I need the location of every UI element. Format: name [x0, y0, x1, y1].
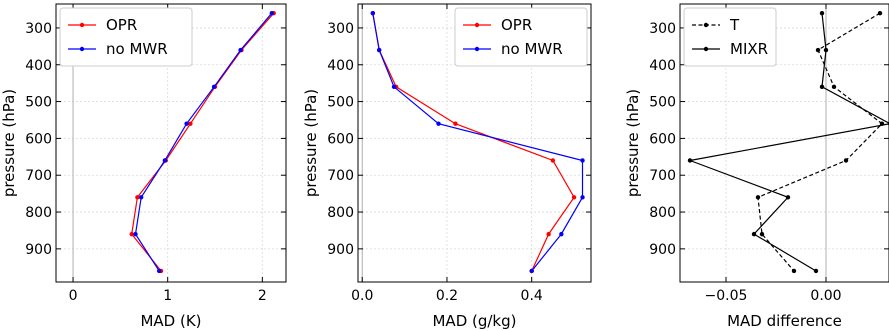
legend-marker	[79, 46, 85, 52]
series-line-t	[757, 12, 883, 272]
y-axis-label: pressure (hPa)	[302, 89, 320, 197]
data-point	[819, 11, 825, 16]
data-point	[559, 231, 564, 237]
data-point	[571, 195, 577, 200]
y-tick-label: 900	[649, 242, 676, 258]
series-line-opr	[131, 12, 275, 272]
legend-marker	[474, 22, 480, 28]
data-point	[546, 231, 551, 237]
y-tick-label: 400	[327, 58, 354, 74]
data-point	[129, 231, 134, 237]
y-tick-label: 800	[25, 205, 52, 221]
panel-mad-difference: 300 400 500 600 700 800 900 −0.05 0.00 MAD differ…	[624, 3, 889, 330]
y-tick-label: 300	[649, 21, 676, 37]
legend-box	[59, 7, 193, 67]
data-point	[877, 11, 883, 16]
series-line-mixr	[687, 13, 889, 272]
y-axis-label: pressure (hPa)	[624, 89, 642, 197]
y-tick-label: 300	[25, 21, 52, 37]
legend-marker	[474, 46, 480, 52]
y-tick-label: 900	[25, 242, 52, 258]
legend-box	[454, 7, 588, 67]
data-point	[211, 84, 217, 90]
panel-mixing-ratio-mad: 300 400 500 600 700 800 900 0.0 0.2 0.4 MAD (g/kg)…	[302, 3, 592, 330]
data-point	[436, 121, 441, 126]
x-tick-label: −0.05	[705, 288, 748, 304]
y-tick-label: 700	[25, 168, 52, 184]
x-tick-label: 0.00	[810, 288, 841, 304]
plot-frame	[55, 3, 287, 283]
data-point	[831, 84, 837, 90]
y-tick-label: 400	[649, 58, 676, 74]
y-tick-label: 400	[25, 58, 52, 74]
data-point	[687, 158, 693, 163]
data-point	[819, 84, 825, 90]
legend-label: MIXR	[730, 40, 768, 58]
data-point	[823, 47, 829, 53]
x-axis-label: MAD (g/kg)	[432, 312, 516, 330]
data-point	[370, 11, 376, 16]
series-line-no-mwr	[372, 13, 584, 272]
legend-label: OPR	[106, 16, 137, 34]
x-tick-label: 0.0	[351, 288, 373, 304]
legend-marker	[703, 22, 709, 28]
legend-box	[683, 7, 777, 67]
legend-marker	[79, 22, 85, 28]
data-point	[785, 195, 791, 200]
y-tick-label: 700	[649, 168, 676, 184]
legend-label: no MWR	[106, 40, 168, 58]
data-point	[755, 195, 761, 200]
x-tick-label: 0.2	[436, 288, 458, 304]
x-tick-label: 0.4	[521, 288, 543, 304]
data-point	[269, 11, 275, 16]
x-axis-label: MAD difference	[727, 312, 842, 330]
series-line-no-mwr	[134, 12, 273, 272]
legend-marker	[703, 46, 709, 52]
data-point	[133, 231, 138, 237]
data-point	[162, 158, 168, 163]
y-tick-label: 500	[649, 95, 676, 111]
data-point	[184, 121, 189, 126]
y-axis-label: pressure (hPa)	[0, 89, 18, 197]
data-point	[791, 268, 797, 274]
data-point	[391, 84, 397, 90]
data-point	[580, 158, 585, 163]
y-tick-label: 800	[649, 205, 676, 221]
data-point	[156, 268, 162, 274]
data-point	[815, 47, 821, 53]
data-point	[751, 231, 757, 237]
data-point	[453, 121, 458, 126]
y-tick-label: 600	[649, 131, 676, 147]
plot-frame	[679, 3, 889, 283]
y-tick-label: 500	[327, 95, 354, 111]
legend-label: OPR	[501, 16, 532, 34]
data-point	[550, 158, 556, 163]
data-point	[813, 268, 819, 274]
data-point	[238, 47, 243, 53]
plot-frame	[357, 3, 592, 283]
y-tick-label: 300	[327, 21, 354, 37]
x-tick-label: 2	[258, 288, 267, 304]
y-tick-label: 600	[327, 131, 354, 147]
data-point	[529, 268, 534, 274]
legend-label: no MWR	[501, 40, 563, 58]
data-point	[376, 47, 382, 53]
y-tick-label: 600	[25, 131, 52, 147]
y-tick-label: 900	[327, 242, 354, 258]
data-point	[759, 231, 765, 237]
x-tick-label: 1	[163, 288, 172, 304]
data-point	[580, 195, 585, 200]
data-point	[843, 158, 849, 163]
y-tick-label: 800	[327, 205, 354, 221]
data-point	[138, 195, 144, 200]
y-tick-label: 500	[25, 95, 52, 111]
legend-label: T	[729, 16, 740, 34]
x-axis-label: MAD (K)	[140, 312, 201, 330]
data-point	[188, 121, 193, 126]
panel-temperature-mad: 300 400 500 600 700 800 900 0 1 2 MAD (K) pressure …	[0, 3, 287, 330]
y-tick-label: 700	[327, 168, 354, 184]
data-point	[135, 195, 140, 200]
x-tick-label: 0	[69, 288, 78, 304]
